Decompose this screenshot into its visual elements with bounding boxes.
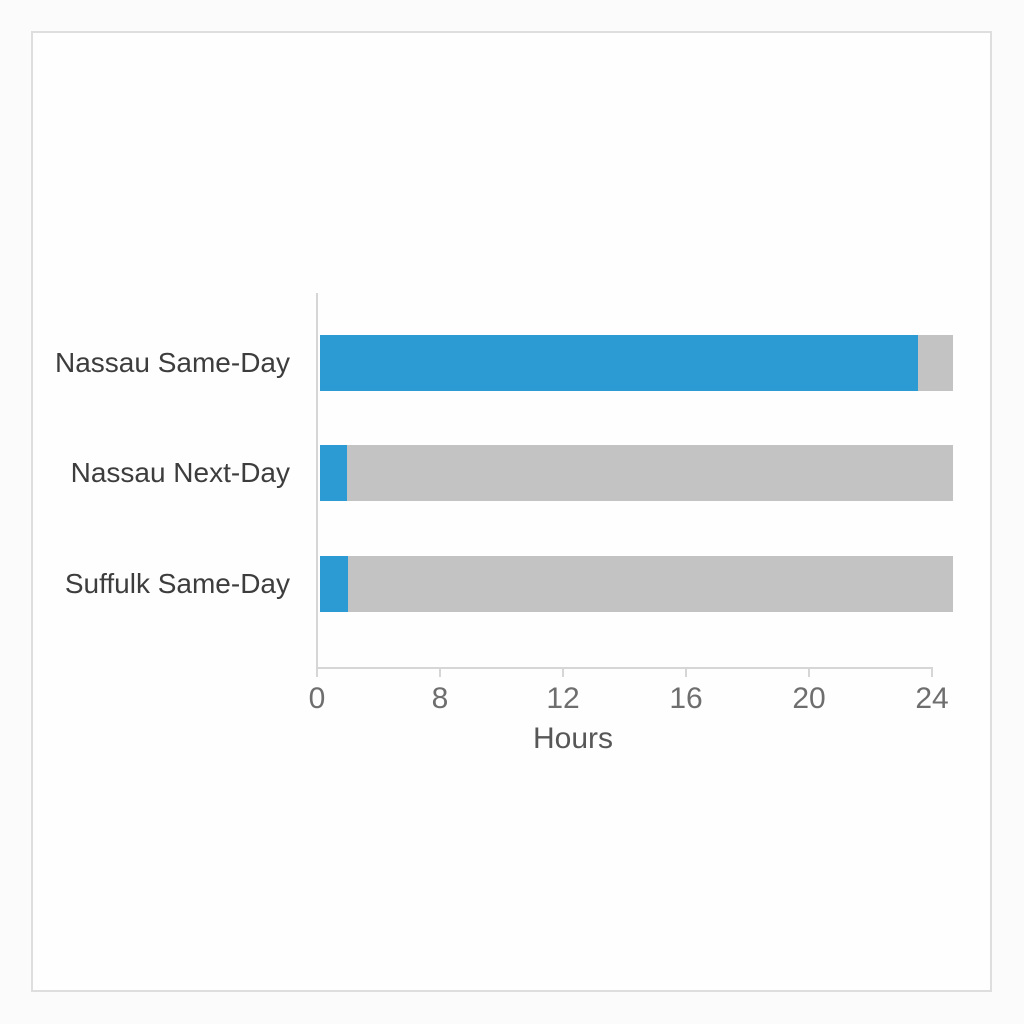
x-axis-tick-mark bbox=[808, 668, 810, 677]
x-axis-tick-label: 8 bbox=[431, 682, 449, 715]
category-label: Nassau Next-Day bbox=[70, 457, 290, 488]
bar-fill bbox=[320, 556, 348, 612]
bar-fill bbox=[320, 445, 347, 501]
x-axis-tick-mark bbox=[685, 668, 687, 677]
y-axis-line bbox=[316, 293, 318, 668]
chart-frame bbox=[31, 31, 992, 992]
x-axis-tick-mark bbox=[931, 668, 933, 677]
category-label: Nassau Same-Day bbox=[55, 347, 290, 378]
x-axis-title: Hours bbox=[532, 722, 614, 755]
x-axis-tick-mark bbox=[562, 668, 564, 677]
x-axis-tick-label: 16 bbox=[669, 682, 703, 715]
x-axis-line bbox=[316, 667, 933, 669]
bar-track bbox=[320, 335, 953, 391]
bar-fill bbox=[320, 335, 918, 391]
category-label: Suffulk Same-Day bbox=[64, 568, 290, 599]
x-axis-tick-mark bbox=[439, 668, 441, 677]
x-axis-tick-label: 12 bbox=[546, 682, 580, 715]
x-axis-tick-label: 20 bbox=[792, 682, 826, 715]
bar-track bbox=[320, 445, 953, 501]
bar-track bbox=[320, 556, 953, 612]
x-axis-tick-label: 0 bbox=[308, 682, 326, 715]
x-axis-tick-mark bbox=[316, 668, 318, 677]
x-axis-tick-label: 24 bbox=[915, 682, 949, 715]
